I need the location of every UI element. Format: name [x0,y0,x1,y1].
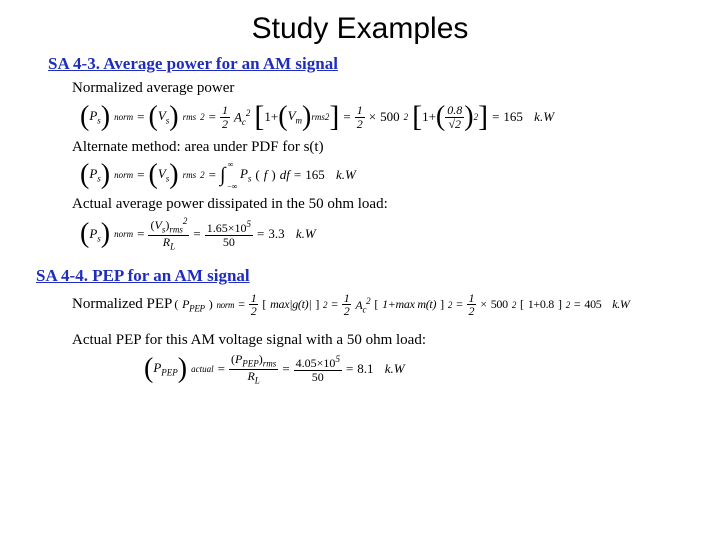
sa44-line1: Normalized PEP (PPEP)norm = 12 [max|g(t)… [72,292,696,318]
num: 500 [491,297,508,312]
sa44-line2: Actual PEP for this AM voltage signal wi… [72,332,696,349]
lim: −∞ [227,182,237,191]
var: R [247,369,254,383]
sup: 5 [335,354,340,364]
unit: k.W [612,297,629,312]
sa43-line2: Alternate method: area under PDF for s(t… [72,139,696,156]
sup: 2 [246,108,251,118]
expr: 1+max m(t) [382,297,436,312]
sup: 2 [366,296,370,306]
result: 3.3 [268,226,284,242]
den: 2 [249,305,259,318]
sub: rms [311,112,325,122]
sup: 2 [200,170,205,180]
den: 2 [220,118,230,131]
var: A [234,109,242,124]
result: 165 [305,167,325,183]
sup: 2 [404,112,409,122]
unit: k.W [534,109,554,125]
den: 2 [355,118,365,131]
label: Normalized PEP [72,296,172,313]
num: 1 [220,104,230,118]
page-title: Study Examples [24,12,696,46]
num: 4.05×10 [296,356,336,370]
den: √2 [446,118,463,131]
sup: 2 [200,112,205,122]
var: df [280,167,290,183]
sub: norm [114,170,133,180]
result: 8.1 [357,361,373,377]
num: 0.8 [445,104,464,118]
num: 500 [380,109,400,125]
num: 1 [342,292,352,306]
lim: ∞ [228,160,234,169]
sub: rms [183,112,197,122]
sa43-line3: Actual average power dissipated in the 5… [72,196,696,213]
sa44-eq2: (PPEP)actual = (PPEP)rms RL = 4.05×105 5… [144,353,696,386]
den: 2 [467,305,477,318]
sub: norm [216,300,234,310]
sub: rms [183,170,197,180]
num: 1.65×10 [207,221,247,235]
unit: k.W [296,226,316,242]
sub: actual [191,364,214,374]
sub: L [170,241,175,251]
den: 50 [310,371,326,384]
var: f [264,167,268,183]
sa43-line1: Normalized average power [72,80,696,97]
sub: rms [263,358,277,368]
result: 405 [584,297,601,312]
var: R [163,235,170,249]
expr: max|g(t)| [270,297,311,312]
page: Study Examples SA 4-3. Average power for… [0,0,720,400]
var: V [158,166,166,181]
section-heading-sa44: SA 4-4. PEP for an AM signal [36,266,696,286]
expr: 1+0.8 [528,297,554,312]
sub: L [255,375,260,385]
sup: 2 [183,216,188,226]
section-heading-sa43: SA 4-3. Average power for an AM signal [48,54,696,74]
den: 50 [221,236,237,249]
result: 165 [503,109,523,125]
sup: 2 [512,300,516,310]
unit: k.W [385,361,405,377]
sub: rms [169,224,183,234]
num: 1 [355,104,365,118]
sub: norm [114,229,133,239]
sa43-eq1: (Ps)norm = (Vs)rms2 = 12 Ac2 [ 1+ (Vm)rm… [80,101,696,133]
unit: k.W [336,167,356,183]
var: P [240,166,248,181]
sa43-eq3: (Ps)norm = (Vs)rms2 RL = 1.65×105 50 =3.… [80,217,696,252]
sup: 2 [323,300,327,310]
sup: 2 [448,300,452,310]
num: 1 [249,292,259,306]
var: V [288,108,296,123]
sub: norm [114,112,133,122]
sa43-eq2: (Ps)norm = (Vs)rms2 = ∫∞−∞ Ps (f)df =165… [80,160,696,190]
num: 1 [467,292,477,306]
var: V [158,108,166,123]
den: 2 [342,305,352,318]
sub: PEP [189,303,205,313]
sub: s [248,174,252,184]
sup: 5 [246,219,251,229]
sup: 2 [566,300,570,310]
